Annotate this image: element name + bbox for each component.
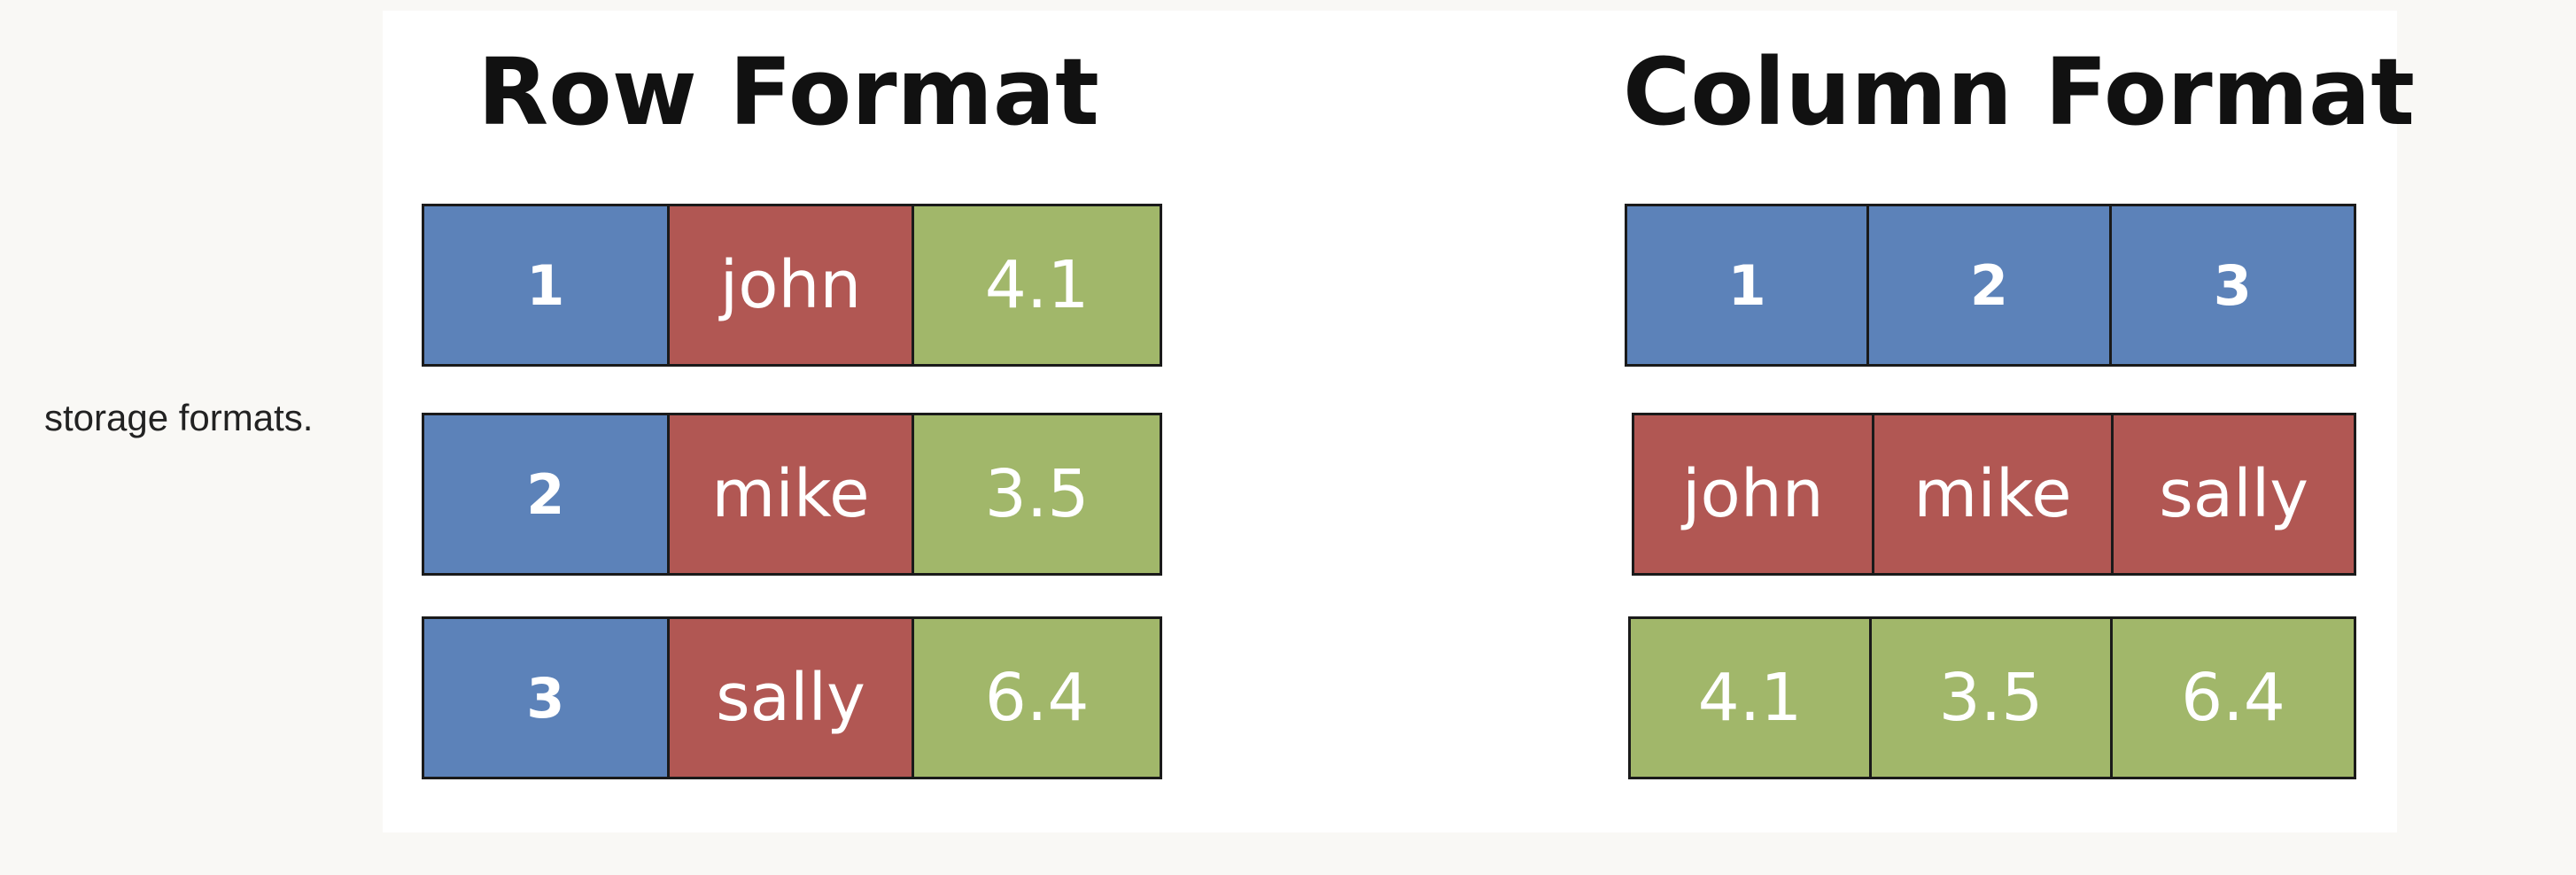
column-cell: 1 [1627, 206, 1870, 364]
row-cell: john [669, 206, 915, 364]
storage-format-diagram: Row Format Column Format 1 john 4.1 2 mi… [383, 11, 2415, 832]
row-cell: 3.5 [914, 415, 1160, 573]
row-record: 2 mike 3.5 [422, 413, 1162, 576]
row-cell: sally [669, 619, 915, 777]
row-cell: 2 [424, 415, 670, 573]
column-cell: 4.1 [1631, 619, 1872, 777]
figure-caption: storage formats. [44, 397, 314, 438]
column-cell: 6.4 [2112, 619, 2354, 777]
row-cell: 4.1 [914, 206, 1160, 364]
row-record: 3 sally 6.4 [422, 616, 1162, 779]
column-record: 4.1 3.5 6.4 [1628, 616, 2356, 779]
column-cell: mike [1874, 415, 2114, 573]
column-cell: 3 [2111, 206, 2354, 364]
column-format-title: Column Format [1623, 38, 2415, 146]
row-cell: 1 [424, 206, 670, 364]
column-cell: 2 [1869, 206, 2112, 364]
row-record: 1 john 4.1 [422, 204, 1162, 367]
column-cell: sally [2114, 415, 2354, 573]
row-cell: 3 [424, 619, 670, 777]
column-record: 1 2 3 [1625, 204, 2356, 367]
row-format-title: Row Format [477, 38, 1099, 146]
column-cell: john [1634, 415, 1874, 573]
row-cell: 6.4 [914, 619, 1160, 777]
row-cell: mike [669, 415, 915, 573]
column-record: john mike sally [1632, 413, 2356, 576]
column-cell: 3.5 [1871, 619, 2113, 777]
